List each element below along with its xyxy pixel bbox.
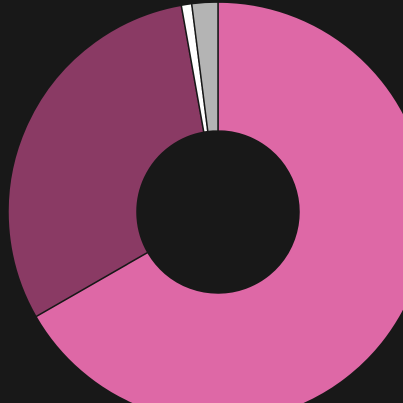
donut-hole <box>137 131 299 293</box>
